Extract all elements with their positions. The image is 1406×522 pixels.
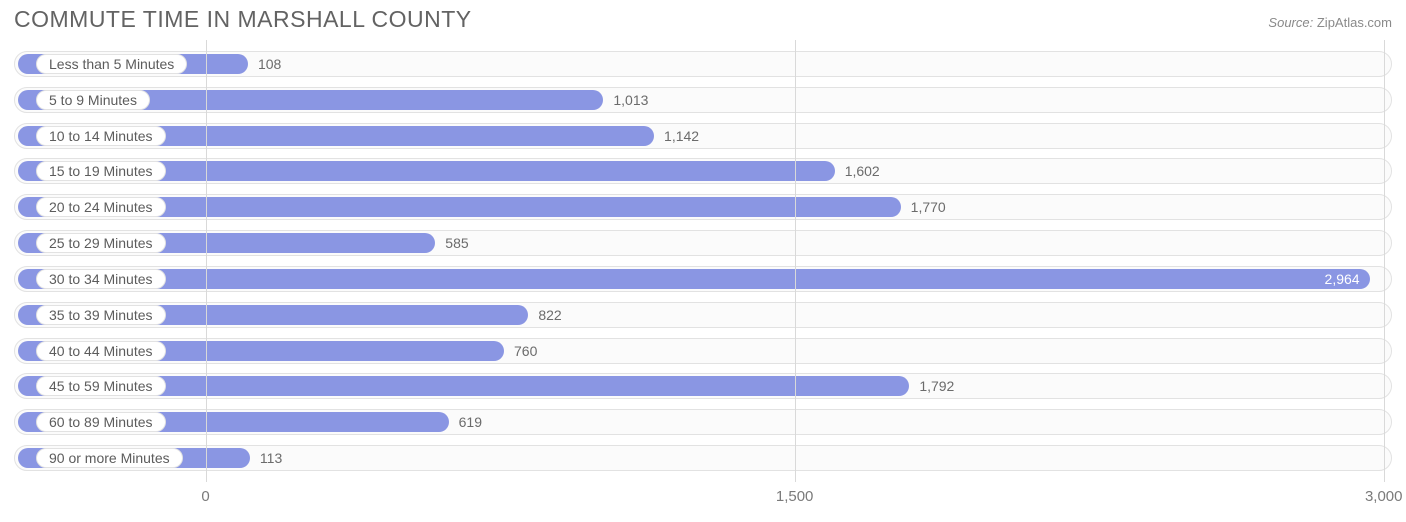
chart-title: COMMUTE TIME IN MARSHALL COUNTY	[14, 6, 472, 33]
bar	[18, 269, 1370, 289]
category-label: 90 or more Minutes	[36, 448, 183, 468]
category-label: 35 to 39 Minutes	[36, 305, 166, 325]
chart-plot-area: Less than 5 Minutes 108 5 to 9 Minutes 1,01…	[14, 40, 1392, 482]
x-axis: 01,5003,000	[14, 488, 1392, 510]
category-label: 60 to 89 Minutes	[36, 412, 166, 432]
category-label: 40 to 44 Minutes	[36, 341, 166, 361]
gridline	[795, 40, 796, 482]
value-label: 108	[258, 51, 281, 77]
bar-row: 90 or more Minutes 113	[14, 445, 1392, 471]
value-label: 822	[538, 302, 561, 328]
category-label: 10 to 14 Minutes	[36, 126, 166, 146]
bar-row: 10 to 14 Minutes 1,142	[14, 123, 1392, 149]
bar-row: 45 to 59 Minutes 1,792	[14, 373, 1392, 399]
bar-row: 5 to 9 Minutes 1,013	[14, 87, 1392, 113]
category-label: 30 to 34 Minutes	[36, 269, 166, 289]
value-label: 1,013	[613, 87, 648, 113]
x-tick: 0	[201, 488, 209, 505]
category-label: 25 to 29 Minutes	[36, 233, 166, 253]
x-tick: 3,000	[1365, 488, 1403, 505]
bar-row: 20 to 24 Minutes 1,770	[14, 194, 1392, 220]
gridline	[206, 40, 207, 482]
chart-header: COMMUTE TIME IN MARSHALL COUNTY Source: …	[0, 0, 1406, 37]
category-label: 20 to 24 Minutes	[36, 197, 166, 217]
bar-row: 25 to 29 Minutes 585	[14, 230, 1392, 256]
gridline	[1384, 40, 1385, 482]
value-label: 760	[514, 338, 537, 364]
value-label: 1,142	[664, 123, 699, 149]
bar-row: 30 to 34 Minutes 2,964	[14, 266, 1392, 292]
source-site: ZipAtlas.com	[1317, 15, 1392, 30]
value-label: 2,964	[1325, 266, 1360, 292]
bar-row: 15 to 19 Minutes 1,602	[14, 158, 1392, 184]
bar-row: Less than 5 Minutes 108	[14, 51, 1392, 77]
value-label: 113	[260, 445, 282, 471]
chart-source: Source: ZipAtlas.com	[1268, 15, 1392, 30]
x-tick: 1,500	[776, 488, 814, 505]
bar-row: 35 to 39 Minutes 822	[14, 302, 1392, 328]
category-label: Less than 5 Minutes	[36, 54, 187, 74]
value-label: 585	[445, 230, 468, 256]
value-label: 1,792	[919, 373, 954, 399]
category-label: 5 to 9 Minutes	[36, 90, 150, 110]
bar-row: 60 to 89 Minutes 619	[14, 409, 1392, 435]
category-label: 15 to 19 Minutes	[36, 161, 166, 181]
bars-container: Less than 5 Minutes 108 5 to 9 Minutes 1,01…	[14, 40, 1392, 482]
value-label: 1,602	[845, 158, 880, 184]
value-label: 619	[459, 409, 482, 435]
source-label: Source:	[1268, 15, 1313, 30]
value-label: 1,770	[911, 194, 946, 220]
category-label: 45 to 59 Minutes	[36, 376, 166, 396]
bar-row: 40 to 44 Minutes 760	[14, 338, 1392, 364]
